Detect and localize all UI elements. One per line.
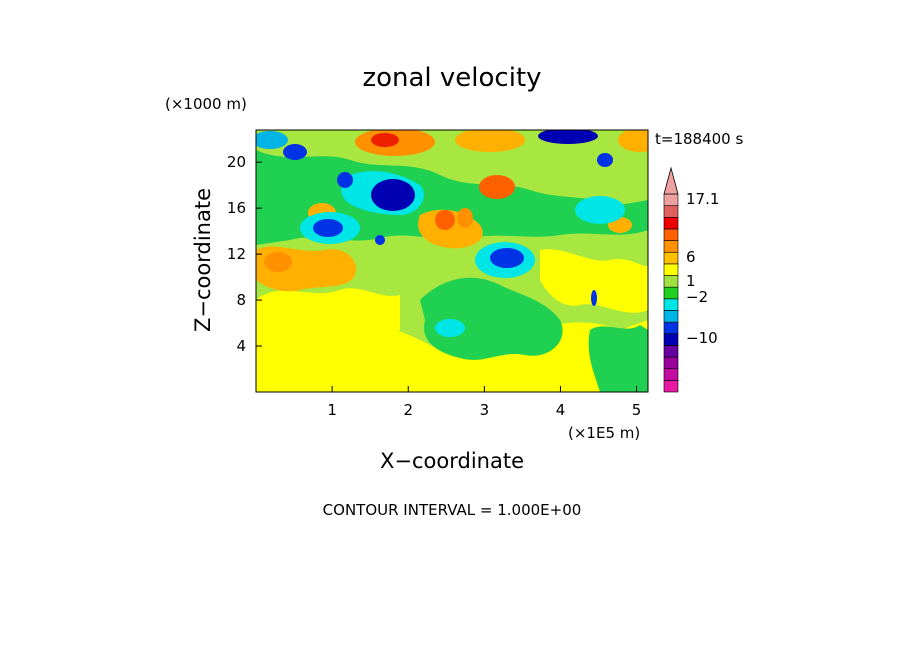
- x-axis-label: X−coordinate: [380, 449, 524, 473]
- colorbar-swatch: [663, 345, 679, 358]
- x-tick-label: 5: [632, 401, 642, 419]
- x-tick-label: 2: [403, 401, 413, 419]
- colorbar-label-2: 6: [686, 248, 696, 266]
- colorbar-label-1: 17.1: [686, 190, 719, 208]
- contour-cell-blue-6: [597, 153, 613, 167]
- y-tick-label: 16: [227, 199, 246, 217]
- x-tick-label: 4: [556, 401, 566, 419]
- colorbar-labels: 17.1 6 1 −2 −10: [686, 190, 719, 347]
- x-axis-ticks: 1 2 3 4 5: [327, 386, 641, 419]
- colorbar-swatch: [663, 251, 679, 265]
- contour-cell-orange-top-3: [618, 130, 648, 152]
- contour-cell-blue-4: [538, 130, 598, 144]
- contour-interval-footer: CONTOUR INTERVAL = 1.000E+00: [323, 501, 582, 519]
- colorbar-swatch: [663, 310, 679, 323]
- contour-cell-cyan-4: [575, 196, 625, 224]
- colorbar-swatch: [663, 216, 679, 230]
- colorbar-swatch: [663, 240, 679, 253]
- contour-cell-orange-top-2: [455, 130, 525, 152]
- colorbar-swatch: [663, 368, 679, 381]
- contour-cell-red-3: [457, 208, 473, 228]
- colorbar-swatch: [663, 228, 679, 241]
- colorbar-swatch: [663, 356, 679, 370]
- contour-cell-blue-3: [490, 248, 524, 268]
- contour-cell-blue-9: [591, 290, 597, 306]
- contour-cell-cyan-5: [256, 131, 288, 149]
- colorbar: [663, 166, 679, 393]
- x-tick-label: 1: [327, 401, 337, 419]
- colorbar-swatch: [663, 275, 679, 288]
- x-axis-unit: (×1E5 m): [568, 424, 640, 442]
- x-tick-label: 3: [480, 401, 490, 419]
- y-tick-label: 20: [227, 153, 246, 171]
- colorbar-extend-arrow: [663, 166, 679, 195]
- colorbar-swatch: [663, 380, 679, 393]
- plot-frame: [255, 129, 649, 393]
- colorbar-swatch: [663, 286, 679, 300]
- contour-band-green-center: [420, 277, 563, 360]
- colorbar-label-3: 1: [686, 272, 696, 290]
- colorbar-label-5: −10: [686, 329, 718, 347]
- chart-title: zonal velocity: [362, 63, 541, 93]
- y-axis-unit: (×1000 m): [165, 95, 247, 113]
- time-label: t=188400 s: [655, 130, 743, 148]
- contour-cell-blue-8: [283, 144, 307, 160]
- contour-cell-blue-5: [337, 172, 353, 188]
- contour-band-green-right-low: [588, 325, 648, 392]
- colorbar-swatch: [663, 321, 679, 335]
- colorbar-swatch: [663, 263, 679, 276]
- y-tick-label: 8: [236, 291, 246, 309]
- contour-field: [256, 130, 648, 392]
- colorbar-swatch: [663, 333, 679, 346]
- contour-cell-red-2: [435, 210, 455, 230]
- contour-cell-cyan-6: [435, 319, 465, 337]
- y-axis-ticks: 4 8 12 16 20: [227, 153, 262, 355]
- colorbar-swatch: [663, 193, 679, 206]
- contour-cell-blue-2: [313, 219, 343, 237]
- contour-cell-blue-1: [371, 179, 415, 211]
- colorbar-label-4: −2: [686, 288, 708, 306]
- contour-band-yellow-right: [540, 249, 648, 313]
- contour-band-yellow-mid: [256, 288, 400, 347]
- contour-cell-red-4: [371, 133, 399, 147]
- contour-cell-red-1: [479, 175, 515, 199]
- colorbar-swatch: [663, 298, 679, 311]
- y-axis-label: Z−coordinate: [191, 188, 215, 332]
- contour-cell-orange-5: [264, 252, 292, 272]
- y-tick-label: 4: [236, 337, 246, 355]
- colorbar-swatch: [663, 205, 679, 218]
- y-tick-label: 12: [227, 245, 246, 263]
- contour-cell-blue-7: [375, 235, 385, 245]
